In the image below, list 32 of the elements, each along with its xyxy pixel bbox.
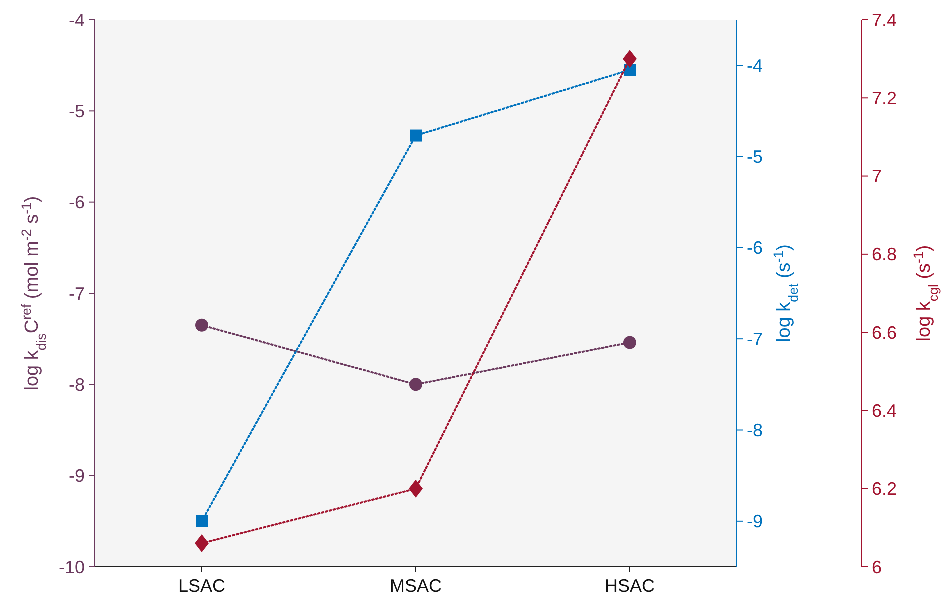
y-tick-label: -7 [68, 284, 85, 304]
point [196, 318, 208, 332]
point [195, 534, 209, 553]
y2-tick-label: -7 [747, 329, 764, 350]
y3-tick-label: 7.2 [872, 88, 898, 108]
y2-tick-label: -8 [747, 420, 764, 441]
y2-tick-label: -5 [747, 147, 764, 168]
y2-tick-label: -4 [747, 56, 764, 76]
y2-tick-label: -6 [747, 238, 764, 258]
y2-tick-label: -9 [747, 512, 764, 532]
point [624, 336, 636, 350]
y3-tick-label: 6.8 [872, 244, 898, 265]
y3-tick-label: 6.4 [872, 401, 898, 422]
y-tick-label: -8 [68, 374, 85, 395]
y-tick-label: -10 [58, 557, 85, 578]
x-tick-label: LSAC [178, 576, 226, 595]
point [410, 130, 422, 142]
point [196, 515, 208, 528]
y3-tick-label: 6.6 [872, 322, 898, 343]
y3-tick-label: 6.2 [872, 479, 898, 500]
y-tick-label: -9 [68, 466, 85, 486]
y-tick-label: -4 [68, 10, 85, 30]
y3-tick-label: 6 [872, 557, 882, 578]
y3-tick-label: 7 [872, 166, 882, 187]
y3-tick-label: 7.4 [872, 10, 898, 30]
point [410, 378, 422, 392]
y-tick-label: -5 [68, 101, 85, 122]
point [623, 50, 637, 68]
x-tick-label: HSAC [604, 576, 656, 595]
y-tick-label: -6 [68, 192, 85, 213]
x-tick-label: MSAC [390, 576, 442, 595]
point [409, 480, 423, 498]
